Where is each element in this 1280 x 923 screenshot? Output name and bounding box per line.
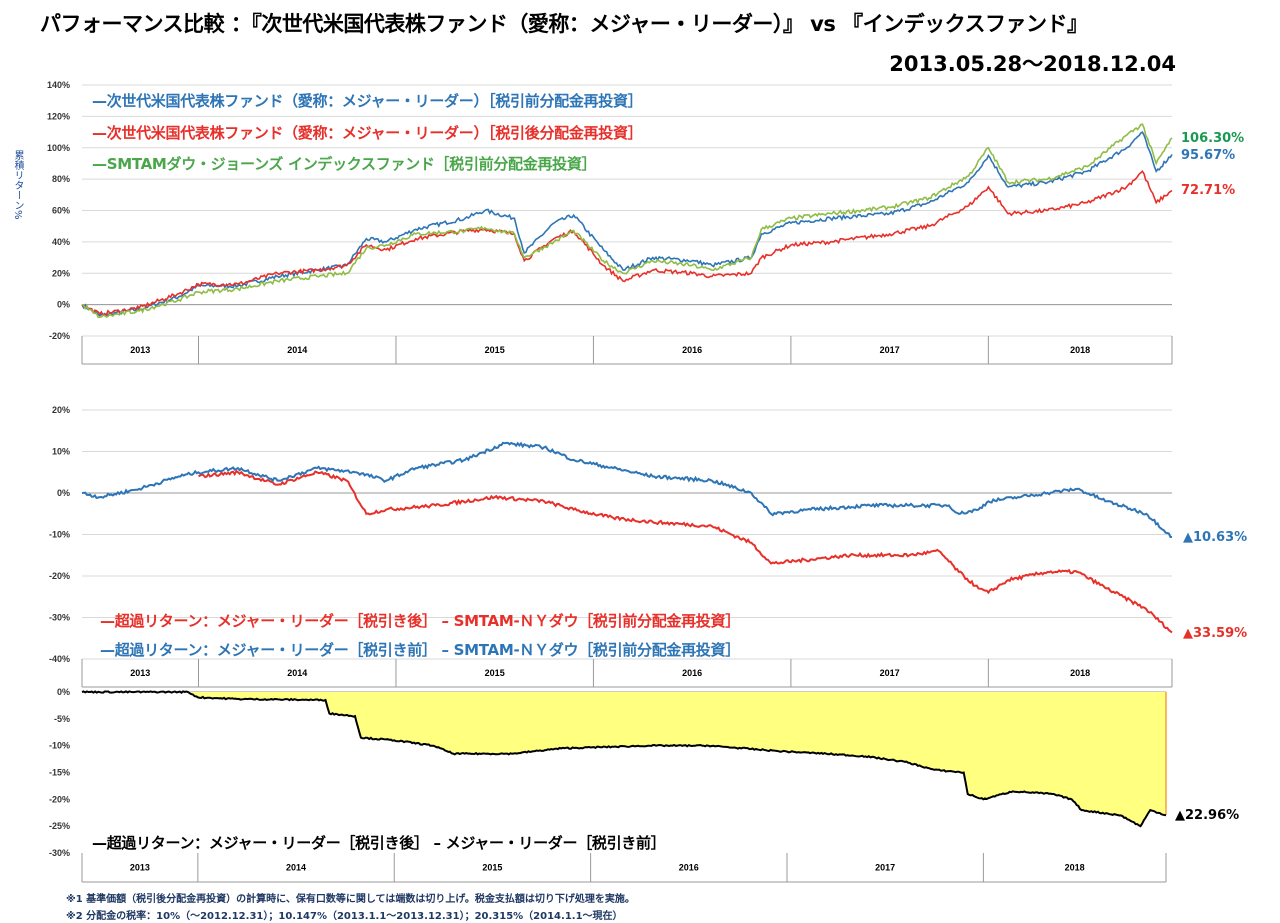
- x-tick-label: 2013: [130, 668, 150, 678]
- page-title: パフォーマンス比較 ：『次世代米国代表株ファンド（愛称：メジャー・リーダー）』 …: [40, 12, 1088, 36]
- period-label: 2013.05.28～2018.12.04: [889, 52, 1176, 76]
- y-tick-label: 0%: [57, 300, 70, 310]
- y-tick-label: -40%: [49, 654, 70, 664]
- x-tick-label: 2015: [485, 668, 505, 678]
- x-tick-label: 2014: [287, 345, 307, 355]
- y-tick-label: -10%: [49, 741, 70, 751]
- end-label-red: 72.71%: [1181, 183, 1236, 198]
- series-line-1: [81, 170, 1173, 317]
- x-tick-label: 2014: [286, 863, 306, 873]
- legend-entry-blue: —次世代米国代表株ファンド（愛称：メジャー・リーダー）［税引前分配金再投資］: [92, 92, 643, 110]
- y-tick-label: 120%: [47, 111, 70, 121]
- series-line-0: [81, 690, 1167, 828]
- y-tick-label: 100%: [47, 143, 70, 153]
- x-tick-label: 2016: [679, 863, 699, 873]
- x-tick-label: 2016: [682, 345, 702, 355]
- x-tick-label: 2018: [1070, 668, 1090, 678]
- x-tick-label: 2015: [482, 863, 502, 873]
- y-tick-label: -25%: [49, 821, 70, 831]
- x-tick-label: 2017: [880, 345, 900, 355]
- x-tick-label: 2017: [875, 863, 895, 873]
- y-tick-label: 80%: [52, 174, 70, 184]
- y-tick-label: -30%: [49, 613, 70, 623]
- y-tick-label: 20%: [52, 405, 70, 415]
- area-fill: [82, 691, 1166, 827]
- series-line-0: [198, 469, 1173, 634]
- y-tick-label: -30%: [49, 848, 70, 858]
- legend-entry-red: —次世代米国代表株ファンド（愛称：メジャー・リーダー）［税引後分配金再投資］: [92, 124, 643, 142]
- x-tick-label: 2014: [287, 668, 307, 678]
- x-tick-label: 2015: [485, 345, 505, 355]
- series-line-2: [81, 123, 1173, 319]
- y-tick-label: -20%: [49, 331, 70, 341]
- legend-entry-green: —SMTAMダウ・ジョーンズ インデックスファンド［税引前分配金再投資］: [92, 155, 597, 173]
- end-label-excess-pretax: ▲10.63%: [1183, 530, 1248, 545]
- y-tick-label: -20%: [49, 794, 70, 804]
- legend-excess-aftertax: —超過リターン：メジャー・リーダー［税引き後］ – SMTAM-ＮＹダウ［税引前…: [100, 612, 740, 630]
- y-tick-label: 140%: [47, 80, 70, 90]
- end-label-tax-diff: ▲22.96%: [1175, 808, 1240, 823]
- y-tick-label: 0%: [57, 687, 70, 697]
- end-label-blue: 95.67%: [1181, 148, 1236, 163]
- y-tick-label: -10%: [49, 530, 70, 540]
- footnote-2: ※2 分配金の税率：10%（～2012.12.31）；10.147%（2013.…: [66, 911, 623, 922]
- x-tick-label: 2013: [130, 345, 150, 355]
- legend-tax-diff: —超過リターン：メジャー・リーダー［税引き後］ – メジャー・リーダー［税引き前…: [92, 834, 666, 852]
- y-axis-label: 累積リターン%: [12, 150, 23, 220]
- x-tick-label: 2018: [1065, 863, 1085, 873]
- x-tick-label: 2018: [1070, 345, 1090, 355]
- series-line-0: [81, 130, 1173, 317]
- x-tick-label: 2013: [130, 863, 150, 873]
- y-tick-label: 60%: [52, 206, 70, 216]
- legend-excess-pretax: —超過リターン：メジャー・リーダー［税引き前］ – SMTAM-ＮＹダウ［税引前…: [100, 641, 740, 659]
- x-tick-label: 2017: [880, 668, 900, 678]
- y-tick-label: 0%: [57, 488, 70, 498]
- end-label-excess-aftertax: ▲33.59%: [1183, 626, 1248, 641]
- footnote-1: ※1 基準価額（税引後分配金再投資）の計算時に、保有口数等に関しては端数は切り上…: [66, 894, 635, 905]
- series-line-1: [81, 441, 1173, 539]
- y-tick-label: 40%: [52, 237, 70, 247]
- y-tick-label: 20%: [52, 268, 70, 278]
- y-tick-label: -15%: [49, 768, 70, 778]
- y-tick-label: -5%: [54, 714, 70, 724]
- y-tick-label: -20%: [49, 571, 70, 581]
- y-tick-label: 10%: [52, 447, 70, 457]
- x-tick-label: 2016: [682, 668, 702, 678]
- end-label-green: 106.30%: [1181, 131, 1245, 146]
